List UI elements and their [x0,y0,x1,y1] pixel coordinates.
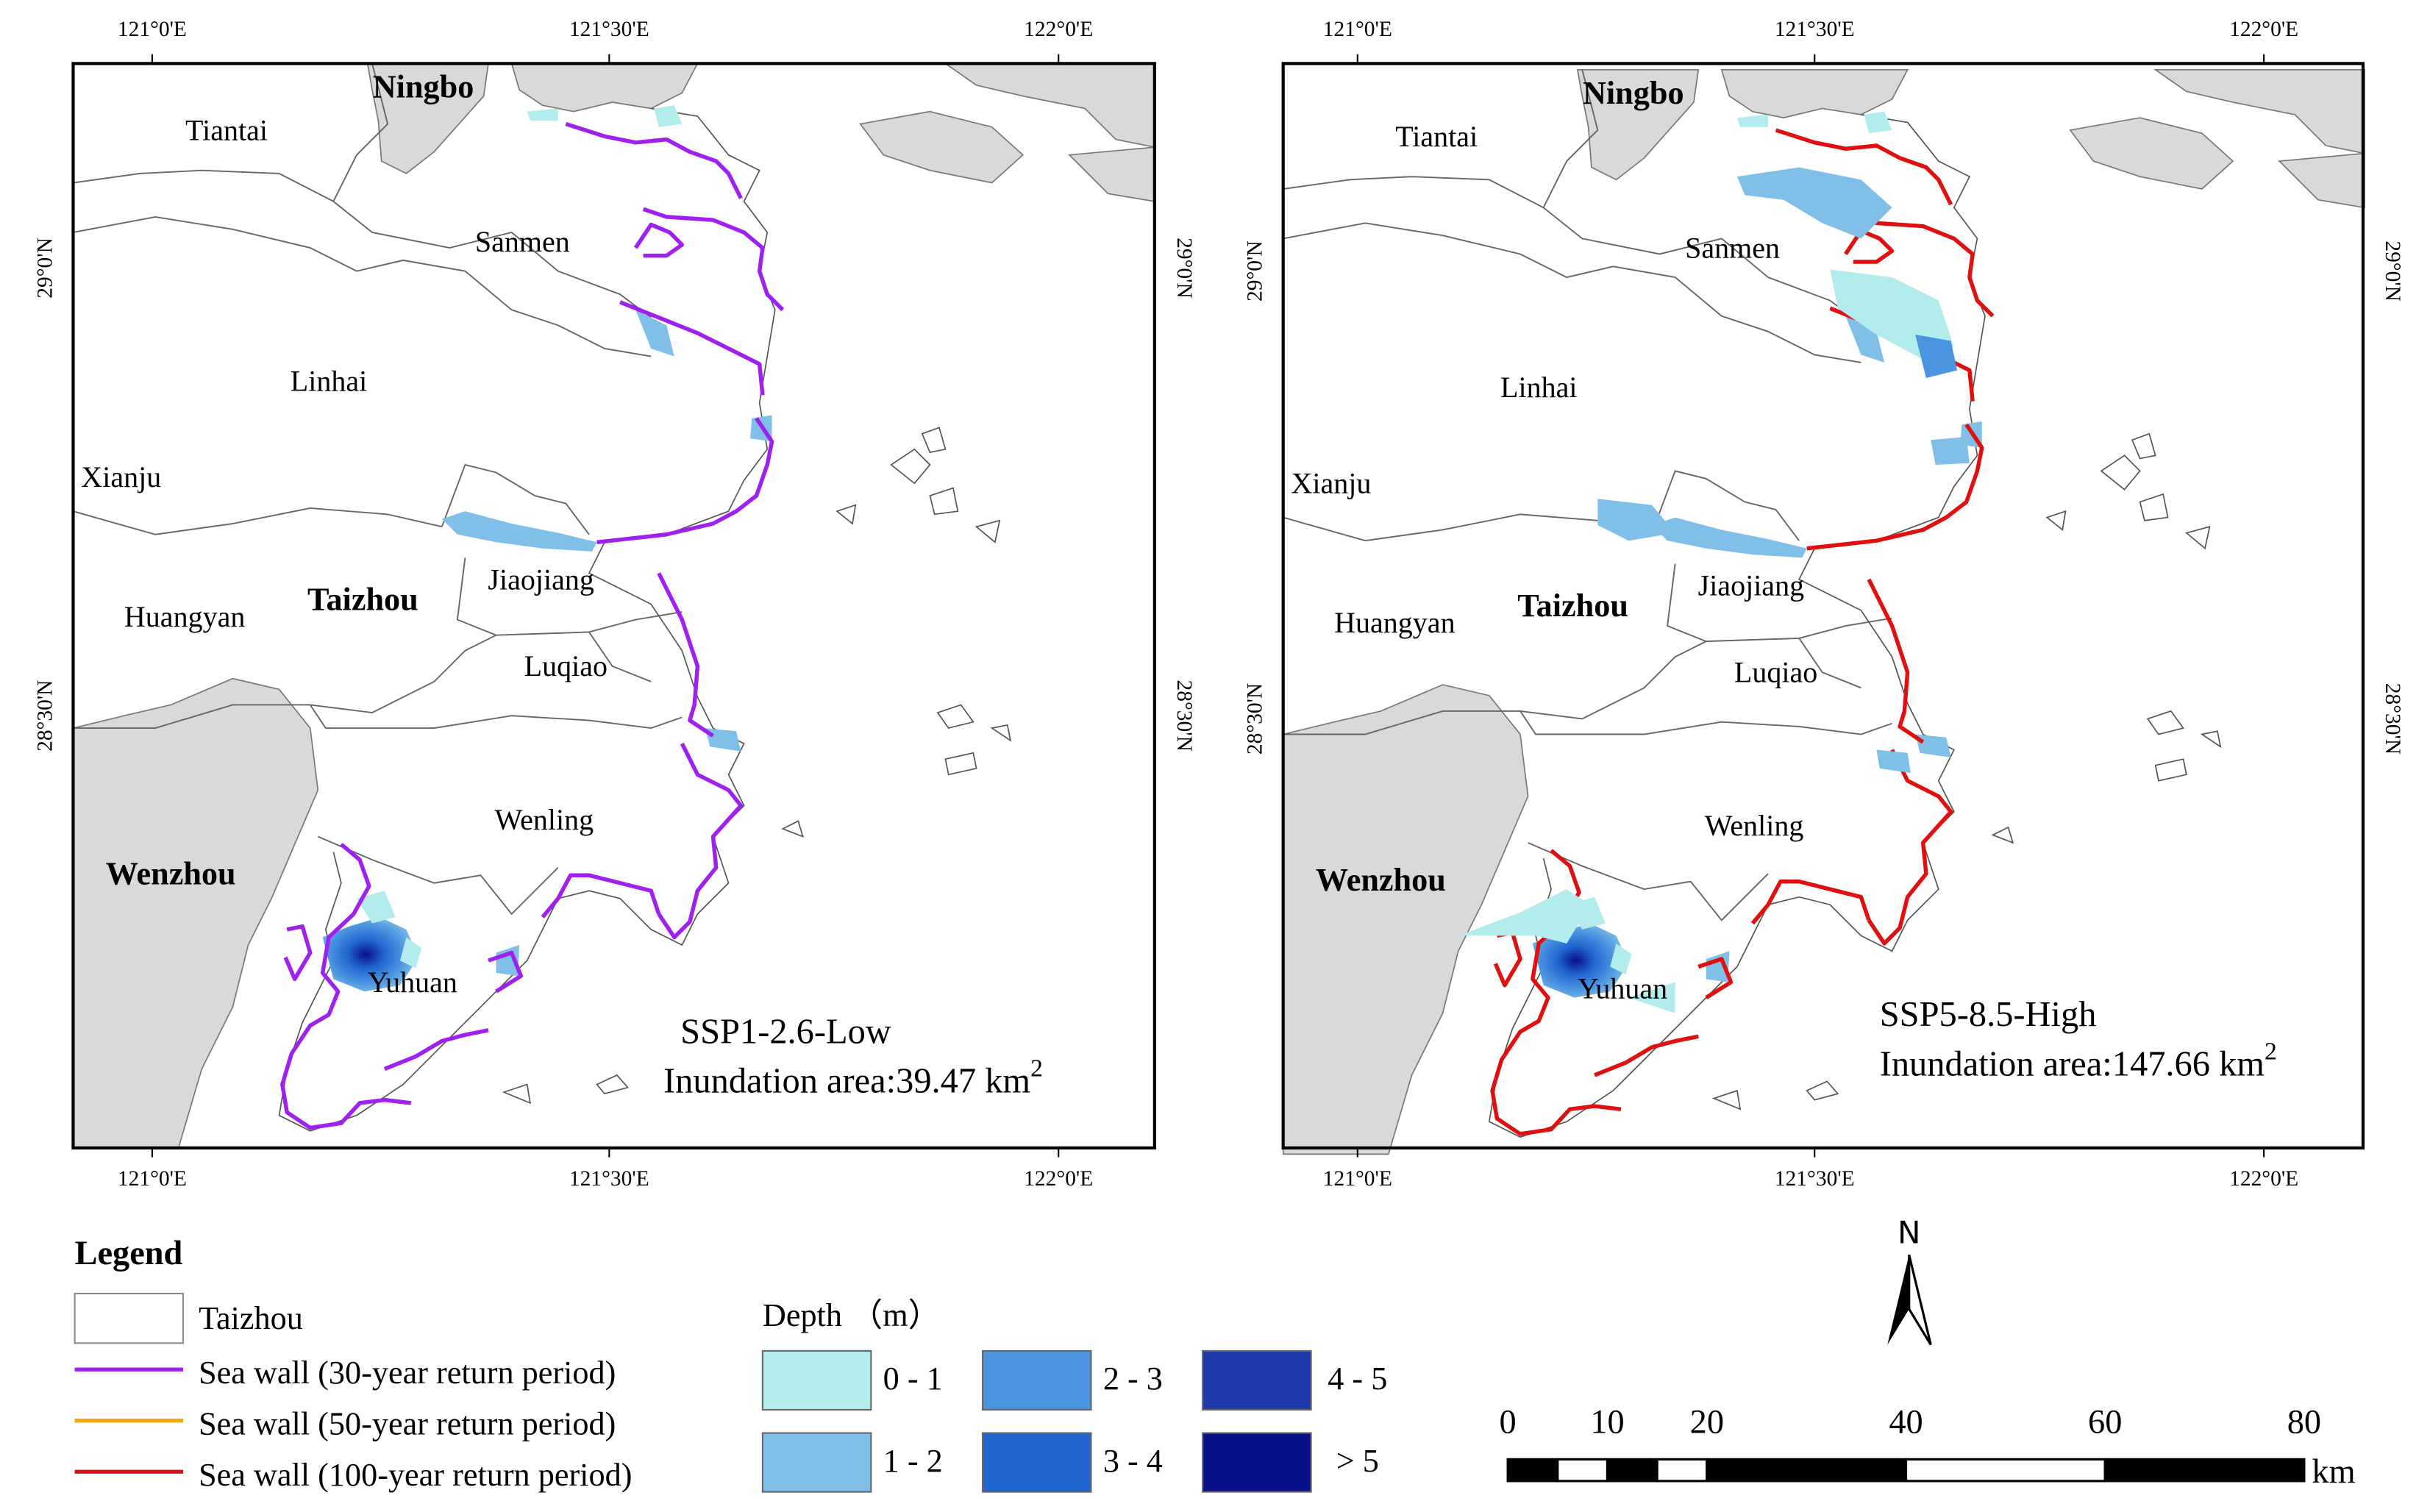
legend-swatch [761,1432,872,1493]
place-label: Luqiao [1734,656,1817,689]
panel-1 [73,63,1154,1148]
legend-label: 3 - 4 [1103,1443,1163,1479]
place-label: Xianju [1291,467,1372,500]
lat-label: 28°30'N [1172,680,1196,752]
north-arrow: N [1887,1214,1932,1346]
legend-label: Sea wall (30-year return period) [199,1355,616,1391]
place-label: Yuhuan [1578,971,1667,1005]
place-label: Huangyan [1334,606,1455,639]
scale-unit: km [2312,1453,2355,1491]
lon-label: 121°30'E [569,1167,649,1191]
frame [1281,62,2365,1150]
scale-bar: 0 10 20 40 60 80 km [1500,1404,2356,1491]
lon-label: 121°30'E [1775,1167,1855,1191]
scale-segment [1656,1458,1709,1483]
panel-labels: Ningbo Tiantai Sanmen Linhai Xianju Taizhou Ji… [1244,18,2404,1191]
legend-depth-title: Depth （m） [763,1297,941,1333]
lat-label: 29°0'N [33,238,57,299]
legend-title: Legend [75,1235,183,1272]
place-label: Luqiao [524,649,608,682]
city-label: Ningbo [373,68,474,104]
place-label: Linhai [1500,371,1577,404]
city-label: Wenzhou [1316,862,1446,898]
city-label: Taizhou [1517,588,1628,624]
place-label: Sanmen [1685,231,1780,264]
lon-label: 122°0'E [2229,1167,2298,1191]
place-label: Huangyan [124,600,245,633]
lat-label: 28°30'N [2381,683,2404,755]
area-label: Inundation area:147.66 km2 [1880,1038,2277,1083]
legend-label: 1 - 2 [883,1443,943,1479]
lon-label: 121°0'E [1323,1167,1392,1191]
lon-label: 122°0'E [1024,18,1093,41]
panel-labels: Ningbo Tiantai Sanmen Linhai Xianju Taizhou Ji… [33,18,1196,1191]
panel-2 [1281,62,2365,1154]
frame [71,62,1156,1150]
area-label: Inundation area:39.47 km2 [663,1055,1043,1100]
place-label: Jiaojiang [488,563,594,596]
area-text: Inundation area:39.47 km [663,1062,1030,1101]
scale-label: 40 [1889,1404,1923,1441]
scale-label: 20 [1690,1404,1724,1441]
place-label: Xianju [81,460,161,493]
scale-segment [1506,1458,1559,1483]
area-exponent: 2 [2265,1038,2277,1065]
legend-swatch [981,1349,1092,1411]
legend-label: Sea wall (100-year return period) [199,1457,632,1493]
place-label: Linhai [291,365,367,398]
scale-label: 80 [2287,1404,2321,1441]
scale-segment [1606,1458,1658,1483]
legend-swatch [761,1349,872,1411]
lon-label: 121°0'E [118,1167,187,1191]
legend-label: Sea wall (50-year return period) [199,1405,616,1441]
lon-label: 121°0'E [1323,18,1392,41]
lon-label: 121°30'E [1775,18,1855,41]
scale-segment [1904,1458,2106,1483]
north-label: N [1898,1214,1921,1250]
scenario-label: SSP1-2.6-Low [680,1012,891,1051]
legend-label: > 5 [1336,1443,1379,1479]
city-label: Wenzhou [106,855,236,891]
lat-label: 29°0'N [1244,240,1267,302]
legend-swatch [1202,1349,1312,1411]
lon-label: 122°0'E [1024,1167,1093,1191]
legend-label: 4 - 5 [1328,1361,1387,1397]
place-label: Wenling [1705,809,1804,842]
legend: Legend Taizhou Depth （m） Sea wall (30-ye… [74,1235,1387,1493]
lon-label: 121°30'E [569,18,649,41]
lat-label: 29°0'N [2381,240,2404,302]
legend-label: 2 - 3 [1103,1361,1163,1397]
place-label: Jiaojiang [1698,569,1804,602]
scale-label: 60 [2088,1404,2122,1441]
place-label: Wenling [495,803,594,836]
place-label: Tiantai [185,113,268,146]
legend-swatch [74,1292,185,1344]
scale-segment [1706,1458,1908,1483]
area-text: Inundation area:147.66 km [1880,1045,2265,1084]
legend-swatch [1202,1432,1312,1493]
lon-label: 122°0'E [2229,18,2298,41]
place-label: Yuhuan [368,966,457,999]
lat-label: 29°0'N [1172,238,1196,299]
city-label: Ningbo [1583,75,1684,111]
city-label: Taizhou [307,582,418,618]
scenario-label: SSP5-8.5-High [1880,995,2097,1034]
lat-label: 28°30'N [33,680,57,752]
scale-segment [1556,1458,1609,1483]
legend-label: 0 - 1 [883,1361,943,1397]
place-label: Sanmen [475,225,570,258]
place-label: Tiantai [1395,120,1478,153]
legend-label: Taizhou [199,1300,303,1336]
legend-swatch [981,1432,1092,1493]
lon-label: 121°0'E [118,18,187,41]
area-exponent: 2 [1030,1055,1043,1082]
scale-segment [2103,1458,2306,1483]
scale-label: 10 [1590,1404,1624,1441]
scale-label: 0 [1500,1404,1517,1441]
lat-label: 28°30'N [1244,683,1267,755]
